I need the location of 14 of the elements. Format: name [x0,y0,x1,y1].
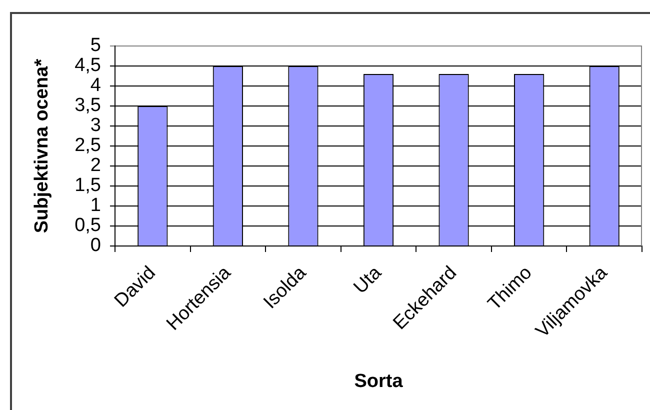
y-tick-label: 5 [90,35,101,56]
y-tick-label: 4 [90,75,102,96]
y-tick-label: 2,5 [74,135,101,156]
x-tick-label: Uta [350,262,386,298]
y-tick-label: 3,5 [74,95,101,116]
x-axis-title: Sorta [354,370,404,392]
y-axis-title: Subjektivna ocena* [32,58,53,234]
y-tick-label: 2 [90,155,101,176]
y-tick-label: 4,5 [74,55,101,76]
y-tick-label: 0,5 [74,215,101,236]
y-tick-label: 1,5 [74,175,101,196]
y-tick-label: 0 [90,235,101,256]
y-tick-label: 3 [90,115,101,136]
y-tick-label: 1 [90,195,101,216]
